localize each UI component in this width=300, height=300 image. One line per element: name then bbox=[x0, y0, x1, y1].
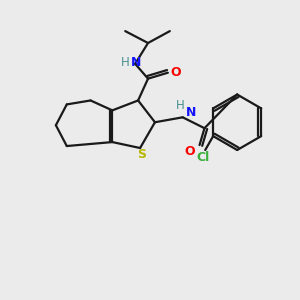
Text: H: H bbox=[121, 56, 130, 69]
Text: N: N bbox=[131, 56, 141, 69]
Text: H: H bbox=[176, 99, 185, 112]
Text: O: O bbox=[184, 146, 195, 158]
Text: S: S bbox=[138, 148, 147, 161]
Text: Cl: Cl bbox=[196, 152, 210, 164]
Text: O: O bbox=[170, 66, 181, 79]
Text: N: N bbox=[185, 106, 196, 119]
